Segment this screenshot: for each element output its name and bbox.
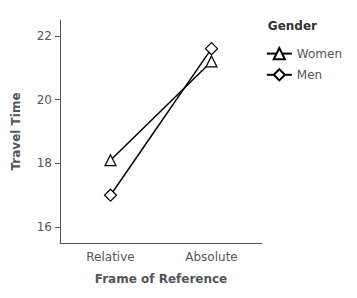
svg-text:22: 22 bbox=[37, 29, 52, 43]
svg-text:Men: Men bbox=[297, 68, 322, 82]
svg-text:Women: Women bbox=[297, 47, 342, 61]
svg-text:20: 20 bbox=[37, 93, 52, 107]
svg-text:16: 16 bbox=[37, 220, 52, 234]
svg-text:Relative: Relative bbox=[86, 250, 134, 264]
svg-text:Absolute: Absolute bbox=[185, 250, 237, 264]
svg-text:Gender: Gender bbox=[268, 19, 317, 33]
svg-text:Frame of Reference: Frame of Reference bbox=[95, 272, 228, 286]
svg-text:18: 18 bbox=[37, 156, 52, 170]
svg-text:Travel Time: Travel Time bbox=[9, 92, 23, 170]
